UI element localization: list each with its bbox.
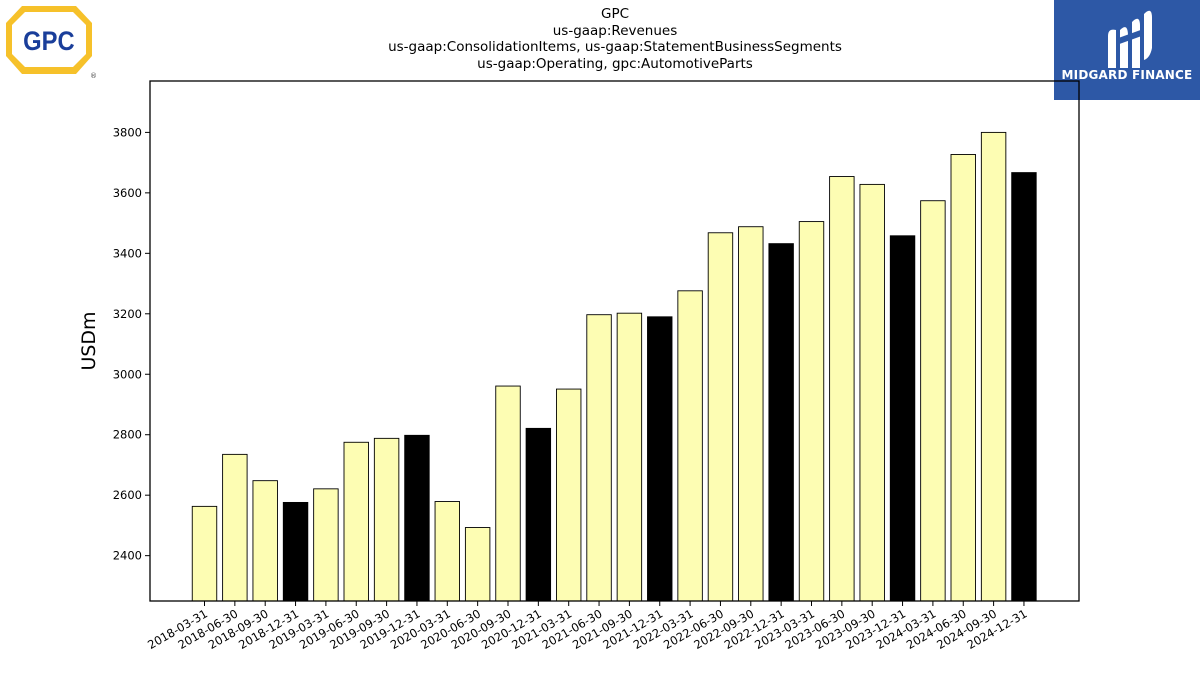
bar-2019-06-30 [343,441,369,602]
midgard-finance-logo: MIDGARD FINANCE [1054,0,1200,100]
bar-2023-06-30 [829,176,855,602]
bar-2023-03-31 [798,221,825,602]
y-tick-label: 3400 [113,246,142,260]
gpc-logo-registered-mark: ® [90,72,97,80]
chart-title-line-1: GPC [600,6,630,22]
bar-2018-03-31 [191,505,218,602]
bar-2023-09-30 [859,183,885,602]
y-tick-label: 2600 [113,488,142,502]
bar-2021-03-31 [556,388,582,602]
midgard-mark-icon [1108,10,1152,69]
chart-title-line-2: us-gaap:Revenues [552,22,678,39]
bar-2018-12-31 [282,501,309,602]
bar-2022-03-31 [677,290,703,602]
y-tick-label: 3000 [113,367,142,381]
bar-2018-09-30 [252,480,278,602]
chart-title: GPC us-gaap:Revenues us-gaap:Consolidati… [300,6,930,72]
bar-2019-09-30 [373,437,400,602]
bar-2020-09-30 [495,385,521,602]
bar-2020-12-31 [525,427,552,602]
chart-title-line-3: us-gaap:ConsolidationItems, us-gaap:Stat… [388,39,842,55]
bar-2024-03-31 [920,200,946,602]
bar-2021-06-30 [586,314,612,602]
bar-2022-06-30 [707,232,734,602]
gpc-logo-inner-octagon [12,12,86,67]
bars-group [191,131,1037,602]
chart-title-line-4: us-gaap:Operating, gpc:AutomotiveParts [477,55,753,72]
gpc-logo: GPC ® [6,6,97,80]
bar-2024-09-30 [980,131,1007,602]
bar-2024-12-31 [1011,172,1037,602]
y-tick-label: 2400 [113,549,142,563]
bar-2024-06-30 [950,154,976,602]
bar-2022-12-31 [768,243,794,602]
bar-2019-12-31 [404,434,430,602]
midgard-brand-name: MIDGARD FINANCE [1061,68,1193,82]
plot-frame [149,80,1080,602]
y-tick-label: 3200 [113,307,142,321]
y-tick-label: 2800 [113,428,142,442]
bar-2018-06-30 [222,453,248,602]
y-axis-label: USDm [78,311,100,370]
bar-2022-09-30 [738,226,764,602]
bar-2021-09-30 [616,312,643,602]
gpc-logo-text: GPC [23,27,74,57]
x-axis: 2018-03-312018-06-302018-09-302018-12-31… [145,601,1029,652]
bar-2020-03-31 [434,501,460,602]
y-tick-label: 3800 [113,125,142,139]
y-tick-label: 3600 [113,186,142,200]
bar-2019-03-31 [313,488,339,602]
y-axis: 2400 2600 2800 3000 3200 3400 3600 3800 [113,125,150,563]
bar-2021-12-31 [647,316,673,602]
bar-2023-12-31 [889,235,916,602]
bar-2020-06-30 [464,527,491,602]
